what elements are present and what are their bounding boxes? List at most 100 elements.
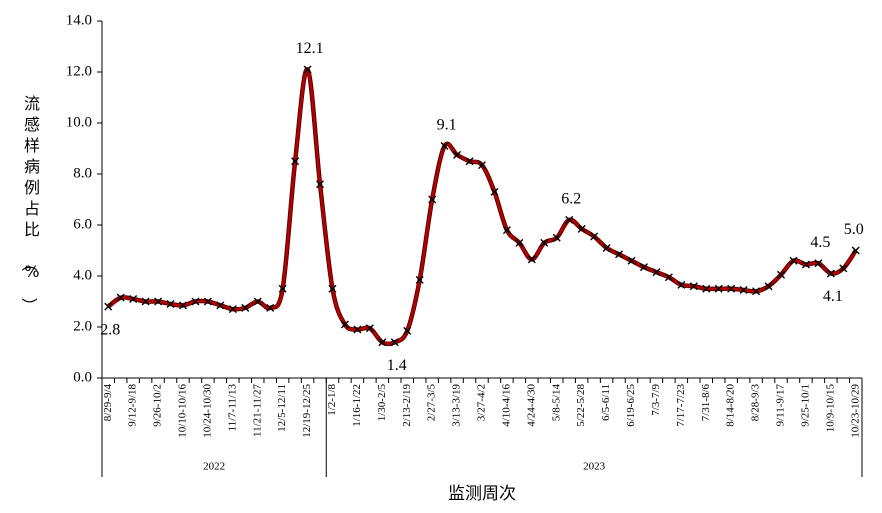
marker — [540, 238, 549, 247]
marker — [752, 287, 761, 296]
marker — [615, 250, 624, 259]
marker — [141, 297, 150, 306]
marker — [241, 303, 250, 312]
y-tick-label: 12.0 — [66, 63, 92, 79]
data-label: 9.1 — [437, 117, 457, 134]
marker — [116, 293, 125, 302]
marker — [403, 326, 412, 335]
marker — [652, 268, 661, 277]
marker — [490, 187, 499, 196]
marker — [216, 301, 225, 310]
marker — [415, 275, 424, 284]
x-axis-title: 监测周次 — [448, 484, 516, 504]
year-label: 2022 — [203, 461, 225, 473]
marker — [801, 260, 810, 269]
data-label: 6.2 — [561, 191, 581, 208]
marker — [689, 282, 698, 291]
x-tick-label: 1/30-2/5 — [376, 384, 388, 422]
marker — [727, 284, 736, 293]
y-axis-title: 流感样病例占比（%） — [20, 94, 40, 314]
marker — [814, 259, 823, 268]
x-tick-label: 4/24-4/30 — [525, 384, 537, 427]
marker — [228, 305, 237, 314]
x-tick-label: 12/19-12/25 — [301, 384, 313, 438]
x-tick-label: 5/22-5/28 — [575, 384, 587, 427]
marker — [565, 215, 574, 224]
x-tick-label: 9/12-9/18 — [127, 384, 139, 427]
marker — [178, 301, 187, 310]
x-tick-label: 11/7-11/13 — [226, 384, 238, 432]
x-tick-label: 9/26-10/2 — [152, 384, 164, 427]
marker — [291, 157, 300, 166]
marker — [527, 255, 536, 264]
x-tick-label: 2/13-2/19 — [401, 384, 413, 427]
marker — [478, 161, 486, 170]
marker — [677, 280, 686, 289]
x-tick-label: 7/3-7/9 — [650, 384, 662, 416]
marker — [714, 284, 723, 293]
marker — [340, 320, 349, 329]
y-tick-label: 8.0 — [73, 165, 92, 181]
marker — [191, 297, 200, 306]
data-label: 1.4 — [387, 357, 407, 374]
marker — [602, 243, 611, 252]
x-tick-label: 9/25-10/1 — [799, 384, 811, 427]
x-tick-label: 10/23-10/29 — [849, 384, 861, 438]
marker — [851, 246, 860, 255]
x-tick-label: 8/29-9/4 — [102, 384, 114, 422]
marker — [764, 282, 773, 291]
marker — [826, 269, 835, 278]
y-tick-label: 4.0 — [73, 267, 92, 283]
marker — [104, 302, 113, 311]
marker — [365, 324, 374, 333]
x-tick-label: 12/5-12/11 — [276, 384, 288, 432]
marker — [702, 284, 711, 293]
marker — [453, 150, 462, 159]
y-tick-label: 6.0 — [73, 216, 92, 232]
y-tick-label: 0.0 — [73, 369, 92, 385]
marker — [303, 65, 312, 74]
data-label: 2.8 — [100, 321, 120, 338]
x-tick-label: 10/10-10/16 — [177, 384, 189, 438]
marker — [390, 338, 399, 347]
marker — [789, 256, 798, 265]
x-tick-label: 11/21-11/27 — [251, 384, 263, 437]
y-tick-label: 14.0 — [66, 12, 92, 28]
marker — [266, 303, 275, 312]
marker — [440, 141, 449, 150]
data-label: 12.1 — [296, 40, 324, 57]
marker — [627, 256, 636, 265]
marker — [465, 157, 474, 166]
data-label: 4.5 — [810, 234, 830, 251]
series-line-shadow — [106, 67, 858, 347]
data-label: 5.0 — [844, 221, 864, 238]
x-tick-label: 8/28-9/3 — [750, 384, 762, 422]
x-tick-label: 3/13-3/19 — [451, 384, 463, 427]
x-tick-label: 1/16-1/22 — [351, 384, 363, 427]
marker — [154, 297, 163, 306]
x-tick-label: 5/8-5/14 — [550, 384, 562, 422]
x-tick-label: 10/24-10/30 — [201, 384, 213, 438]
marker — [328, 284, 337, 293]
x-tick-label: 9/11-9/17 — [775, 384, 787, 427]
marker — [166, 300, 175, 309]
marker — [203, 297, 212, 306]
marker — [777, 270, 786, 279]
x-tick-label: 6/19-6/25 — [625, 384, 637, 427]
marker — [378, 338, 387, 347]
x-tick-label: 7/17-7/23 — [675, 384, 687, 427]
y-tick-label: 2.0 — [73, 318, 92, 334]
marker — [639, 263, 648, 272]
x-tick-label: 3/27-4/2 — [476, 384, 488, 421]
x-tick-label: 10/9-10/15 — [824, 384, 836, 433]
marker — [253, 297, 262, 306]
marker — [353, 325, 362, 334]
x-tick-label: 8/14-8/20 — [725, 384, 737, 427]
marker — [515, 238, 524, 247]
marker — [577, 224, 586, 233]
y-tick-label: 10.0 — [66, 114, 92, 130]
marker — [664, 273, 673, 282]
marker — [839, 264, 848, 273]
series-line — [107, 68, 857, 346]
